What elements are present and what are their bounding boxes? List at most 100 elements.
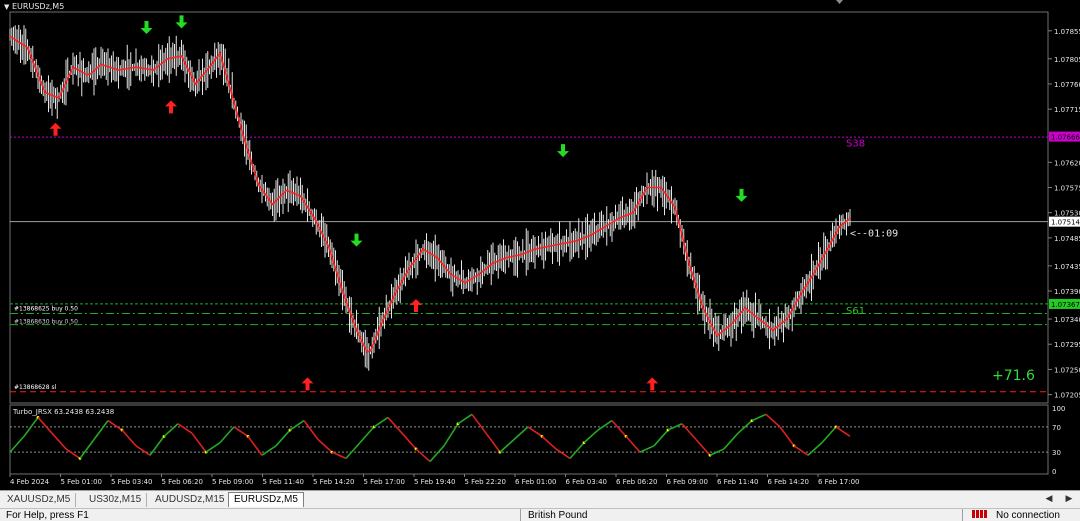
s38-price-tag-bg [1049, 131, 1080, 142]
status-profile: British Pound [528, 510, 588, 521]
price-tick-label: 1.07205 [1054, 392, 1080, 400]
oscillator-segment [261, 445, 277, 456]
s61-price-tag: 1.07367 [1051, 301, 1080, 309]
oscillator-segment [401, 432, 417, 450]
sell-arrow-icon [557, 144, 569, 158]
price-chart[interactable]: ▼EURUSDz,M5 1.07855 1.07805 1.07760 1.07715 1… [0, 0, 1080, 490]
oscillator-segment [611, 420, 627, 437]
oscillator-segment [37, 416, 53, 434]
time-tick-label: 5 Feb 06:20 [162, 478, 203, 486]
price-tick-label: 1.07250 [1054, 366, 1080, 374]
oscillator-segment [625, 435, 641, 453]
time-tick-label: 6 Feb 11:40 [717, 478, 758, 486]
oscillator-segment [737, 420, 753, 434]
one-click-trade-icon [836, 0, 843, 4]
sell-arrow-icon [140, 20, 153, 34]
moving-average-line [9, 35, 851, 353]
oscillator-segment [695, 438, 711, 456]
main-chart-frame [9, 11, 1049, 404]
profit-display: +71.6 [992, 368, 1035, 384]
price-tick-label: 1.07715 [1054, 106, 1080, 114]
tab-audusd[interactable]: AUDUSDz,M15 [150, 493, 231, 507]
oscillator-segment [275, 429, 291, 447]
tab-scroll-left-icon[interactable]: ◀ [1045, 494, 1053, 504]
order-label-buy-2: #13868630 buy 0.50 [14, 319, 78, 326]
oscillator-segment [723, 432, 739, 450]
oscillator-segment [793, 445, 809, 456]
oscillator-segment [149, 435, 165, 456]
tab-label: XAUUSDz,M5 [7, 494, 71, 505]
oscillator-segment [429, 445, 445, 463]
oscillator-frame [9, 404, 1049, 475]
oscillator-segment [597, 419, 613, 431]
oscillator-segment [485, 432, 501, 453]
buy-arrow-icon [646, 377, 659, 391]
price-tick-label: 1.07760 [1054, 81, 1080, 89]
time-tick-label: 4 Feb 2024 [10, 478, 50, 486]
oscillator-segment [569, 442, 585, 459]
price-tick-label: 1.07620 [1054, 159, 1080, 167]
oscillator-segment [779, 426, 795, 447]
tab-xauusd[interactable]: XAUUSDz,M5 [2, 493, 77, 507]
oscillator-segment [121, 429, 137, 447]
oscillator-segment [499, 438, 515, 453]
oscillator-segment [835, 426, 851, 438]
time-tick-label: 5 Feb 09:00 [212, 478, 253, 486]
oscillator-segment [233, 426, 249, 438]
bar-countdown: <--01:09 [850, 229, 898, 240]
buy-arrow-icon [410, 299, 422, 313]
tab-eurusd[interactable]: EURUSDz,M5 [228, 492, 304, 507]
order-label-sl: #13868628 sl [14, 384, 57, 391]
time-tick-label: 6 Feb 09:00 [667, 478, 708, 486]
oscillator-segment [107, 419, 123, 431]
oscillator-segment [317, 438, 333, 453]
oscillator-segment [191, 432, 207, 453]
status-bar: For Help, press F1 British Pound No conn… [0, 508, 1080, 521]
s38-label: S38 [846, 139, 865, 150]
time-tick-label: 6 Feb 03:40 [566, 478, 607, 486]
tab-us30[interactable]: US30z,M15 [84, 493, 148, 507]
time-tick-label: 6 Feb 01:00 [515, 478, 556, 486]
oscillator-segment [219, 426, 235, 444]
oscillator-segment [163, 423, 179, 437]
sell-arrow-icon [175, 15, 188, 29]
oscillator-segment [709, 448, 725, 456]
oscillator-tick-label: 70 [1052, 424, 1061, 432]
oscillator-segment [359, 426, 375, 444]
buy-arrow-icon [165, 100, 177, 114]
chart-tab-bar: XAUUSDz,M5 US30z,M15 AUDUSDz,M15 EURUSDz… [0, 490, 1080, 509]
connection-bars-icon [972, 510, 987, 521]
current-price-tag: 1.07514 [1051, 219, 1080, 227]
price-tick-label: 1.07485 [1054, 235, 1080, 243]
oscillator-segment [821, 426, 837, 444]
price-tick-label: 1.07340 [1054, 316, 1080, 324]
oscillator-segment [751, 413, 767, 422]
oscillator-tick-label: 100 [1052, 405, 1065, 413]
oscillator-segment [9, 435, 25, 453]
oscillator-segment [555, 448, 571, 460]
current-price-tag-bg [1049, 216, 1080, 227]
time-tick-label: 5 Feb 17:00 [364, 478, 405, 486]
oscillator-segment [23, 416, 39, 437]
oscillator-segment [79, 439, 95, 459]
oscillator-segment [331, 451, 347, 460]
oscillator-segment [653, 429, 669, 447]
oscillator-segment [93, 420, 109, 440]
price-tick-label: 1.07575 [1054, 185, 1080, 193]
oscillator-segment [303, 420, 319, 440]
sell-arrow-icon [735, 188, 748, 202]
tab-label: US30z,M15 [89, 494, 142, 505]
oscillator-segment [289, 419, 305, 431]
oscillator-segment [681, 423, 697, 441]
status-divider [962, 509, 963, 521]
oscillator-segment [135, 445, 151, 456]
sell-arrow-icon [350, 233, 363, 247]
price-tick-label: 1.07530 [1054, 210, 1080, 218]
oscillator-segment [639, 445, 655, 453]
tab-label: EURUSDz,M5 [234, 494, 298, 505]
time-tick-label: 6 Feb 17:00 [818, 478, 859, 486]
price-tick-label: 1.07435 [1054, 263, 1080, 271]
oscillator-label: Turbo_JRSX 63.2438 63.2438 [12, 408, 114, 416]
tab-scroll-right-icon[interactable]: ▶ [1065, 494, 1073, 504]
s61-label: S61 [846, 306, 865, 317]
